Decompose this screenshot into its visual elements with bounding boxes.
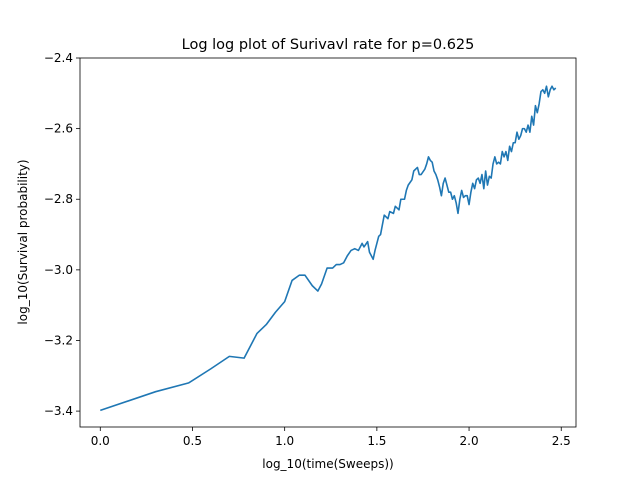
y-tick-label: −2.6: [44, 122, 73, 136]
x-tick-label: 0.0: [91, 434, 110, 448]
x-axis-label: log_10(time(Sweeps)): [262, 457, 393, 471]
series-layer: [100, 85, 557, 412]
x-tick-label: 2.0: [460, 434, 479, 448]
x-tick-label: 2.5: [552, 434, 571, 448]
x-tick-label: 0.5: [183, 434, 202, 448]
y-tick-label: −3.2: [44, 333, 73, 347]
y-axis: −3.4 −3.2 −3.0 −2.8 −2.6 −2.4: [44, 51, 80, 418]
y-tick-label: −2.4: [44, 51, 73, 65]
x-tick-label: 1.0: [275, 434, 294, 448]
y-tick-label: −3.4: [44, 404, 73, 418]
y-tick-label: −2.8: [44, 192, 73, 206]
series-line: [100, 85, 557, 412]
chart-title: Log log plot of Surivavl rate for p=0.62…: [182, 37, 475, 53]
plot-area: [80, 58, 576, 427]
plot-frame: [79, 57, 577, 428]
x-axis: 0.0 0.5 1.0 1.5 2.0 2.5: [91, 427, 571, 448]
y-axis-label: log_10(Survival probability): [16, 159, 30, 324]
x-tick-label: 1.5: [367, 434, 386, 448]
y-tick-label: −3.0: [44, 263, 73, 277]
